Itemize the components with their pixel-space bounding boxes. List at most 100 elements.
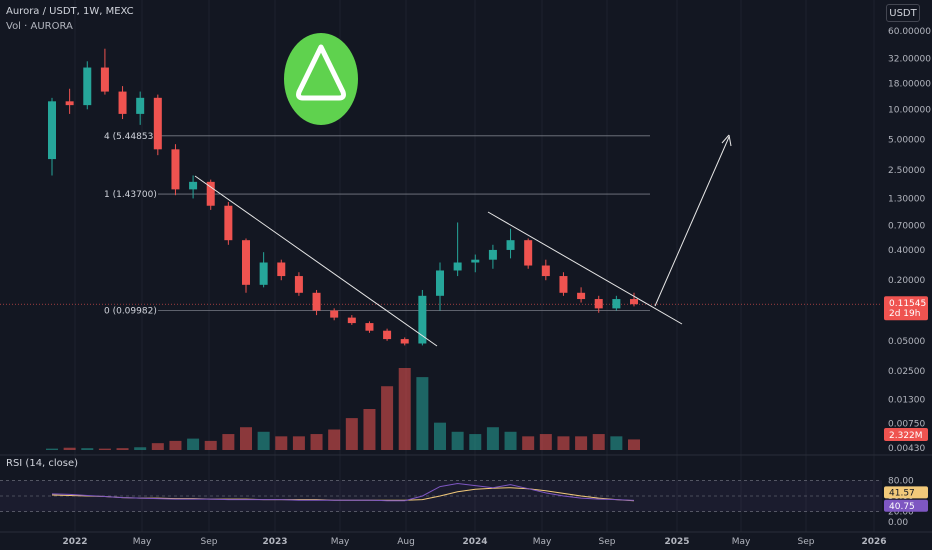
fib-label-0: 4 (5.44853) — [104, 132, 157, 142]
volume-bar — [469, 434, 482, 450]
candle-body — [612, 299, 621, 309]
volume-bar — [575, 436, 588, 450]
rsi-ma-value: 41.57 — [889, 488, 915, 498]
volume-bar — [310, 434, 323, 450]
candle-body — [365, 323, 374, 331]
price-axis[interactable]: 60.00000 32.00000 18.00000 10.00000 5.00000 2… — [884, 27, 931, 528]
volume-bar — [416, 377, 429, 450]
candle-body — [48, 101, 56, 160]
candle-body — [294, 276, 303, 293]
candle-body — [171, 149, 180, 190]
time-tick-label: Sep — [599, 537, 616, 547]
symbol-title[interactable]: Aurora / USDT, 1W, MEXC — [6, 6, 134, 17]
volume-bar — [328, 429, 341, 450]
volume-bar — [98, 448, 111, 450]
volume-bar — [81, 448, 94, 450]
volume-bar — [592, 434, 605, 450]
volume-tag — [884, 428, 928, 441]
time-tick-label: May — [331, 537, 350, 547]
volume-bar — [151, 443, 164, 450]
candle-body — [224, 205, 233, 241]
fib-levels: 4 (5.44853) 1 (1.43700) 0 (0.09982) — [0, 132, 882, 317]
candle-body — [400, 339, 409, 344]
time-axis[interactable]: 2022 May Sep 2023 May Aug 2024 May Sep 2025 May Sep… — [0, 531, 932, 547]
price-tick-label: 0.05000 — [888, 337, 925, 347]
volume-bar — [451, 431, 464, 450]
price-tick-label: 0.20000 — [888, 276, 925, 286]
time-tick-label: May — [533, 537, 552, 547]
volume-bar — [504, 431, 517, 450]
volume-bar — [381, 386, 394, 450]
candle-body — [312, 292, 321, 311]
volume-bar — [275, 436, 288, 450]
volume-bar — [240, 427, 252, 450]
price-tick-label: 0.40000 — [888, 246, 925, 256]
rsi-label[interactable]: RSI (14, close) — [6, 458, 79, 469]
candle-body — [594, 299, 603, 309]
candle-body — [100, 67, 109, 92]
candle-body — [259, 262, 268, 285]
currency-button[interactable]: USDT — [886, 4, 920, 22]
rsi-tick-label: 20.00 — [888, 508, 914, 518]
price-tick-label: 1.30000 — [888, 194, 925, 204]
volume-bars — [46, 368, 640, 450]
time-tick-label: 2026 — [861, 537, 886, 547]
volume-bar — [292, 436, 305, 450]
volume-bar — [222, 434, 235, 450]
price-tick-label: 2.50000 — [888, 166, 925, 176]
price-tick-label: 0.00430 — [888, 444, 925, 454]
volume-bar — [610, 436, 623, 450]
volume-bar — [345, 418, 358, 450]
volume-bar — [398, 368, 411, 450]
candle-body — [242, 240, 250, 285]
volume-bar — [257, 431, 270, 450]
price-tick-label: 5.00000 — [888, 136, 925, 146]
volume-bar — [169, 440, 182, 450]
candle-body — [471, 259, 480, 263]
volume-bar — [628, 439, 640, 450]
time-tick-label: Sep — [798, 537, 815, 547]
volume-bar — [187, 438, 200, 450]
time-tick-label: Sep — [201, 537, 218, 547]
candle-body — [559, 276, 568, 293]
volume-bar — [63, 447, 76, 450]
candles — [48, 48, 638, 346]
time-tick-label: 2023 — [262, 537, 287, 547]
candle-body — [206, 181, 215, 206]
candle-body — [453, 262, 462, 271]
rsi-value: 40.75 — [889, 502, 915, 512]
volume-bar — [204, 440, 217, 450]
candle-body — [418, 295, 427, 344]
volume-tag-value: 2.322M — [889, 431, 923, 441]
candle-body — [506, 240, 515, 250]
candle-body — [189, 181, 198, 190]
rsi-line — [51, 482, 635, 502]
price-tick-label: 0.02500 — [888, 367, 925, 377]
triangle-icon — [296, 44, 346, 101]
rsi-tick-label: 0.00 — [888, 518, 908, 528]
volume-bar — [486, 427, 499, 450]
trendline-1 — [194, 175, 438, 347]
time-tick-label: 2022 — [62, 537, 87, 547]
time-tick-label: Aug — [397, 537, 415, 547]
candle-body — [330, 310, 339, 318]
volume-label: Vol · AURORA — [6, 21, 73, 32]
volume-bar — [434, 422, 446, 450]
candle-body — [488, 249, 497, 260]
candle-body — [541, 265, 550, 277]
volume-bar — [116, 448, 129, 450]
candle-body — [436, 270, 444, 296]
volume-bar — [134, 447, 147, 450]
price-tick-label: 10.00000 — [888, 105, 931, 115]
grid-lines — [74, 0, 875, 532]
volume-bar — [46, 448, 58, 450]
trendline-2 — [487, 211, 683, 325]
trendlines — [194, 134, 732, 347]
time-tick-label: May — [133, 537, 152, 547]
last-price-tag — [884, 296, 928, 321]
volume-bar — [363, 409, 376, 450]
candle-body — [347, 317, 356, 324]
candle-body — [65, 101, 74, 106]
time-tick-label: May — [732, 537, 751, 547]
